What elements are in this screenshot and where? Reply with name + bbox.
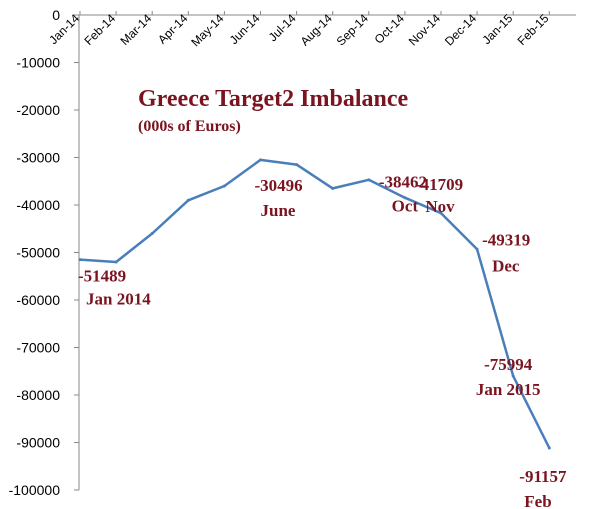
annotation-label: Jan 2014: [86, 290, 151, 309]
chart-subtitle: (000s of Euros): [138, 118, 241, 135]
data-point: [367, 178, 371, 182]
data-point: [295, 163, 299, 167]
y-tick-label: -20000: [16, 102, 60, 118]
data-point: [222, 184, 226, 188]
annotation-label: Dec: [492, 256, 520, 275]
x-tick-label: Apr-14: [155, 11, 191, 47]
y-tick-label: -50000: [16, 245, 60, 261]
y-tick-label: -10000: [16, 55, 60, 71]
x-tick-label: Jun-14: [227, 11, 263, 47]
x-tick-label: Aug-14: [298, 11, 335, 48]
y-tick-label: -70000: [16, 340, 60, 356]
x-tick-label: Jul-14: [266, 11, 299, 44]
annotation-label: Nov: [425, 197, 455, 216]
data-point: [475, 247, 479, 251]
y-tick-label: -60000: [16, 292, 60, 308]
data-point: [547, 446, 551, 450]
x-tick-label: Feb-14: [81, 11, 118, 48]
data-point: [114, 260, 118, 264]
x-tick-label: May-14: [188, 11, 226, 49]
data-point: [403, 196, 407, 200]
annotation-label: Feb: [524, 492, 551, 509]
data-point: [511, 374, 515, 378]
series-line: [79, 158, 551, 449]
y-tick-label: -40000: [16, 197, 60, 213]
annotation-value: -51489: [78, 267, 126, 286]
data-points: [78, 158, 551, 450]
data-point: [439, 211, 443, 215]
data-point: [331, 186, 335, 190]
annotation-value: -41709: [415, 175, 463, 194]
data-point: [78, 258, 82, 262]
data-point: [259, 158, 262, 162]
x-tick-label: Sep-14: [334, 11, 371, 48]
y-axis: 0 -10000 -20000 -30000 -40000 -50000 -60000 -70…: [9, 7, 79, 498]
x-tick-label: Feb-15: [515, 11, 552, 48]
y-tick-label: -100000: [9, 482, 61, 498]
x-tick-label: Mar-14: [118, 11, 155, 48]
chart-title: Greece Target2 Imbalance: [138, 86, 409, 112]
y-tick-label: -90000: [16, 435, 60, 451]
annotation-label: June: [261, 201, 296, 220]
annotations: -51489 Jan 2014 -30496 June -38462 Oct -41709 N…: [78, 173, 567, 509]
annotation-value: -49319: [482, 230, 530, 249]
y-tick-label: 0: [52, 7, 60, 23]
annotation-value: -38462: [379, 173, 427, 192]
annotation-value: -30496: [255, 176, 303, 195]
annotation-label: Jan 2015: [476, 380, 541, 399]
y-tick-label: -80000: [16, 387, 60, 403]
x-tick-label: Oct-14: [372, 11, 408, 47]
annotation-value: -75994: [484, 355, 533, 374]
x-tick-label: Dec-14: [442, 11, 479, 48]
data-point: [150, 232, 154, 235]
x-tick-label: Jan-15: [479, 11, 515, 47]
annotation-value: -91157: [519, 467, 567, 486]
x-tick-label: Nov-14: [406, 11, 443, 48]
data-point: [186, 198, 190, 202]
annotation-label: Oct: [392, 197, 419, 216]
y-tick-label: -30000: [16, 150, 60, 166]
